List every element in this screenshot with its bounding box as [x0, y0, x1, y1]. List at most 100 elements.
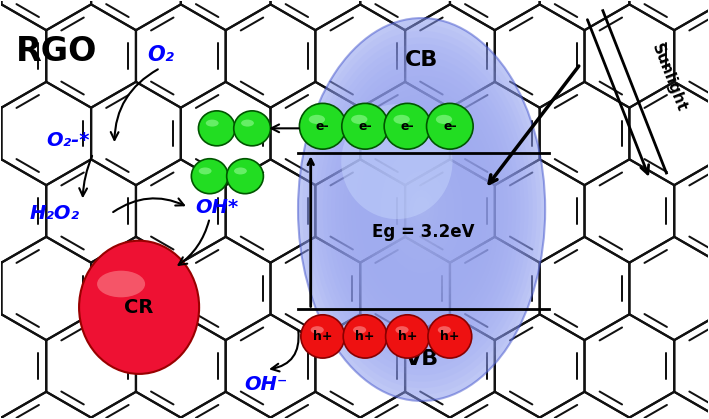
Ellipse shape: [343, 315, 387, 358]
Ellipse shape: [349, 110, 381, 142]
Ellipse shape: [302, 24, 541, 395]
Ellipse shape: [409, 190, 434, 229]
Text: h+: h+: [313, 330, 333, 343]
Ellipse shape: [241, 119, 254, 127]
Ellipse shape: [347, 95, 496, 324]
Ellipse shape: [199, 168, 211, 174]
Ellipse shape: [323, 56, 520, 363]
Ellipse shape: [358, 119, 372, 133]
Ellipse shape: [376, 139, 467, 280]
Ellipse shape: [401, 119, 415, 133]
Ellipse shape: [403, 122, 412, 131]
Ellipse shape: [405, 124, 410, 129]
Ellipse shape: [398, 117, 417, 135]
Text: OH⁻: OH⁻: [245, 375, 288, 394]
Ellipse shape: [302, 106, 344, 147]
Ellipse shape: [393, 113, 421, 140]
Text: Eg = 3.2eV: Eg = 3.2eV: [372, 223, 474, 241]
Ellipse shape: [428, 315, 471, 358]
Ellipse shape: [396, 115, 419, 138]
Ellipse shape: [436, 113, 464, 140]
Ellipse shape: [316, 119, 330, 133]
Text: CB: CB: [405, 50, 438, 70]
Text: Sunlight: Sunlight: [649, 41, 689, 114]
Ellipse shape: [342, 103, 389, 149]
Text: CR: CR: [124, 298, 154, 317]
Ellipse shape: [227, 159, 264, 194]
Ellipse shape: [308, 113, 337, 140]
Ellipse shape: [427, 103, 473, 149]
Ellipse shape: [308, 115, 325, 124]
Ellipse shape: [299, 103, 346, 149]
Ellipse shape: [360, 122, 370, 131]
Ellipse shape: [341, 104, 452, 219]
Ellipse shape: [413, 197, 430, 222]
Ellipse shape: [335, 75, 508, 344]
Text: RGO: RGO: [16, 35, 97, 68]
Ellipse shape: [389, 158, 454, 261]
Ellipse shape: [339, 82, 504, 337]
Ellipse shape: [391, 110, 424, 142]
Ellipse shape: [427, 103, 473, 149]
Ellipse shape: [299, 103, 346, 149]
Ellipse shape: [351, 115, 367, 124]
Ellipse shape: [234, 111, 270, 146]
Ellipse shape: [199, 111, 235, 146]
Ellipse shape: [311, 37, 533, 382]
Text: e-: e-: [358, 120, 372, 133]
Ellipse shape: [440, 117, 459, 135]
Ellipse shape: [97, 271, 145, 297]
Text: e-: e-: [401, 120, 414, 133]
Ellipse shape: [396, 326, 408, 334]
Ellipse shape: [386, 106, 428, 147]
Ellipse shape: [342, 103, 389, 149]
Ellipse shape: [443, 119, 457, 133]
Ellipse shape: [327, 63, 516, 356]
Ellipse shape: [356, 107, 488, 312]
Ellipse shape: [393, 165, 450, 254]
Text: e-: e-: [316, 120, 330, 133]
Text: O₂-*: O₂-*: [47, 131, 90, 150]
Text: e-: e-: [443, 120, 457, 133]
Ellipse shape: [353, 326, 366, 334]
Ellipse shape: [306, 31, 537, 388]
Ellipse shape: [433, 110, 466, 142]
Ellipse shape: [393, 115, 410, 124]
Text: VB: VB: [404, 349, 439, 369]
Ellipse shape: [354, 115, 376, 138]
Ellipse shape: [318, 122, 328, 131]
Ellipse shape: [313, 117, 332, 135]
Ellipse shape: [436, 115, 452, 124]
Ellipse shape: [447, 124, 452, 129]
Ellipse shape: [311, 326, 324, 334]
Ellipse shape: [79, 241, 199, 374]
Ellipse shape: [384, 103, 431, 149]
Ellipse shape: [386, 315, 430, 358]
Ellipse shape: [304, 108, 341, 145]
Ellipse shape: [315, 44, 529, 375]
Ellipse shape: [384, 103, 431, 149]
Ellipse shape: [359, 114, 484, 305]
Text: h+: h+: [355, 330, 375, 343]
Ellipse shape: [364, 120, 479, 299]
Ellipse shape: [347, 108, 384, 145]
Ellipse shape: [372, 133, 471, 286]
Ellipse shape: [445, 122, 454, 131]
Ellipse shape: [401, 178, 442, 241]
Ellipse shape: [298, 18, 545, 401]
Ellipse shape: [429, 106, 471, 147]
Text: h+: h+: [398, 330, 417, 343]
Ellipse shape: [352, 101, 491, 318]
Ellipse shape: [418, 203, 425, 216]
Ellipse shape: [381, 146, 463, 273]
Text: OH*: OH*: [195, 198, 238, 217]
Ellipse shape: [206, 119, 218, 127]
Ellipse shape: [191, 159, 228, 194]
Ellipse shape: [331, 69, 512, 350]
Ellipse shape: [234, 168, 247, 174]
Ellipse shape: [306, 110, 339, 142]
Text: h+: h+: [440, 330, 459, 343]
Ellipse shape: [397, 171, 446, 248]
Ellipse shape: [437, 326, 451, 334]
Ellipse shape: [363, 124, 367, 129]
